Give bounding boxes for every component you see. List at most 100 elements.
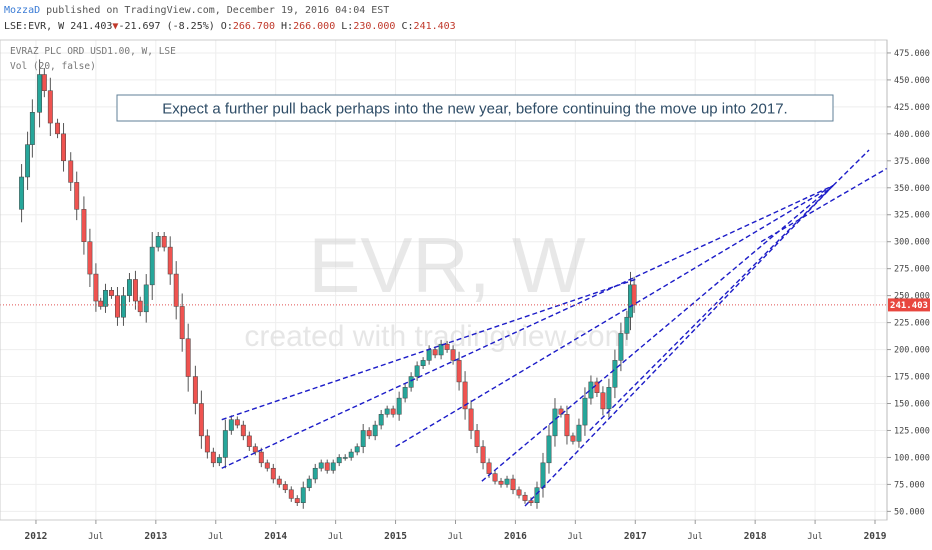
candle-body [498,480,504,485]
candle-body [522,494,528,501]
x-tick-label: 2014 [264,531,287,542]
published-text: published on TradingView.com, December 1… [46,5,390,16]
y-tick-label: 225.000 [894,319,930,329]
candle-body [109,289,114,296]
price-axis[interactable]: 50.000 75.000 100.000 125.000 150.000 175.000… [887,49,930,517]
time-axis[interactable]: 2012 Jul 2013 Jul 2014 Jul 2015 Jul 2016 Jul 2017 J… [25,520,887,542]
y-tick-label: 400.000 [894,130,930,140]
candle-body [37,74,43,113]
candle-body [378,414,384,426]
candle-body [330,462,336,471]
candle-body [161,236,167,248]
x-tick-label: 2015 [384,531,407,542]
ohlc-close: 241.403 [413,21,456,32]
candle-body [121,295,126,318]
candle-body [450,349,456,361]
candle-body [294,498,300,503]
candle-body [564,414,570,437]
author-link[interactable]: MozzaD [4,5,41,16]
candle-body [173,273,179,307]
candle-body [103,289,108,307]
low-label: L: [341,21,354,32]
candle-body [87,241,93,275]
y-tick-label: 275.000 [894,265,930,275]
candle-body [300,487,306,503]
candle-body [198,403,204,437]
header-published-line: MozzaD published on TradingView.com, Dec… [4,5,389,17]
candle-body [618,333,624,361]
candle-body [210,451,216,464]
candle-body [540,462,546,488]
header-ohlc-line: LSE:EVR, W 241.403▼-21.697 (-8.25%) O:26… [4,21,456,33]
candle-body [552,408,558,437]
candle-body [606,387,612,410]
open-label: O: [220,21,233,32]
symbol-legend[interactable]: EVRAZ PLC ORD USD1.00, W, LSE [10,46,176,57]
candle-body [240,424,246,437]
candle-body [444,343,450,350]
x-tick-label: 2013 [144,531,167,542]
candle-body [390,408,396,415]
trendlines[interactable] [221,149,888,507]
candle-body [137,300,143,313]
candle-body [19,176,25,210]
volume-legend[interactable]: Vol (20, false) [10,61,96,72]
candle-body [576,424,582,442]
candle-body [47,90,53,124]
candle-body [480,446,486,464]
candle-body [528,500,534,503]
watermark-main: EVR, W [308,221,586,309]
trendline [395,185,834,448]
candle-body [510,478,516,491]
candle-body [149,246,155,286]
candle-body [588,381,594,399]
x-tick-label: Jul [568,532,583,542]
candle-body [185,338,191,377]
candle-body [456,360,462,383]
down-arrow-icon: ▼ [112,21,119,32]
candle-body [228,419,234,431]
x-tick-label: Jul [328,532,343,542]
candle-body [624,316,630,334]
candle-body [582,397,588,426]
x-tick-label: Jul [448,532,463,542]
candle-body [55,122,60,135]
candle-body [312,467,318,480]
candle-body [486,462,492,474]
x-tick-label: Jul [88,532,103,542]
candle-body [324,462,330,471]
trendline [481,185,834,482]
trendline [760,167,888,243]
candle-body [155,236,161,248]
x-tick-label: Jul [807,532,822,542]
candle-body [252,446,258,453]
y-tick-label: 375.000 [894,157,930,167]
trendline [524,185,834,507]
price-tag-text: 241.403 [890,301,928,311]
candle-body [222,430,228,458]
ohlc-low: 230.000 [353,21,396,32]
candle-body [270,467,276,480]
x-tick-label: Jul [208,532,223,542]
candle-body [534,487,540,503]
candle-body [61,133,66,162]
candle-body [492,473,498,482]
y-tick-label: 100.000 [894,453,930,463]
candle-body [216,457,222,464]
y-tick-label: 475.000 [894,49,930,59]
annotation-box[interactable]: Expect a further pull back perhaps into … [116,94,834,122]
y-tick-label: 425.000 [894,103,930,113]
candle-body [204,435,210,453]
candle-body [342,457,348,459]
candle-body [474,430,480,447]
watermark-sub: created with tradingview.com [244,320,629,353]
candle-body [348,451,354,458]
candle-body [600,392,606,410]
candle-body [41,74,47,91]
annotation-frame [116,94,834,122]
candle-body [288,489,294,499]
candle-body [276,478,282,485]
y-tick-label: 125.000 [894,426,930,436]
candle-body [143,284,149,313]
